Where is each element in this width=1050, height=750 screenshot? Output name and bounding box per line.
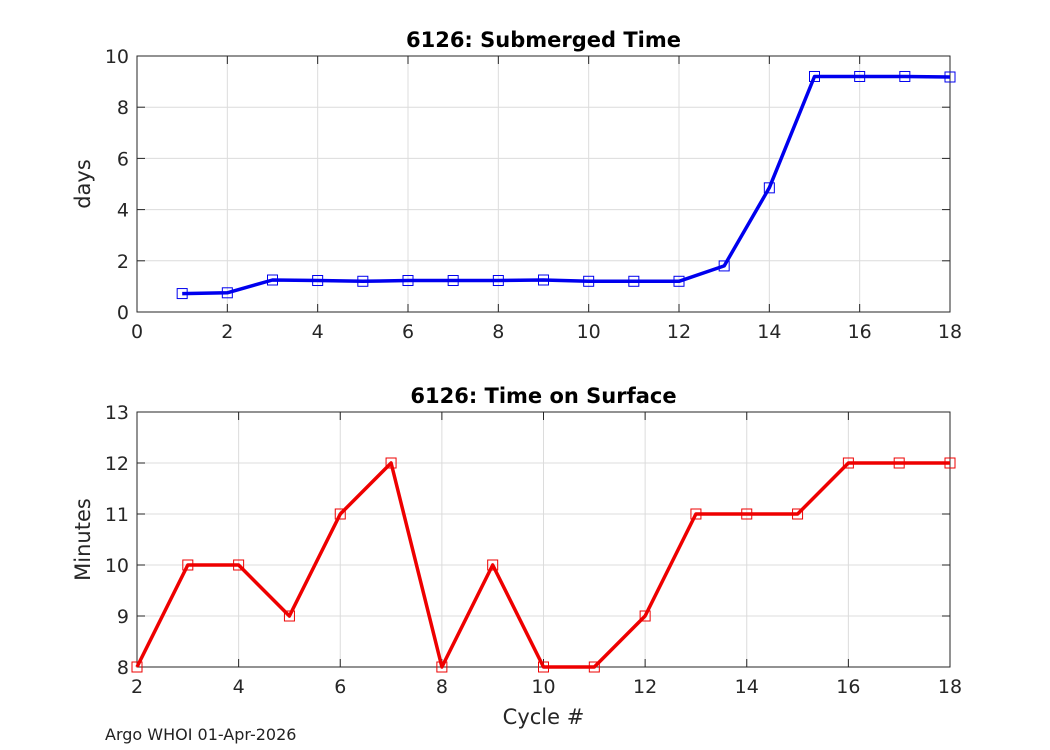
chart-title: 6126: Submerged Time [406, 28, 681, 52]
x-tick-label: 10 [531, 676, 555, 698]
chart-title: 6126: Time on Surface [410, 384, 676, 408]
x-tick-label: 10 [577, 321, 601, 343]
x-tick-label: 18 [938, 321, 962, 343]
y-tick-label: 8 [117, 657, 129, 679]
y-tick-label: 0 [117, 302, 129, 324]
x-tick-label: 16 [848, 321, 872, 343]
x-tick-label: 8 [436, 676, 448, 698]
x-tick-label: 6 [334, 676, 346, 698]
x-tick-label: 14 [757, 321, 781, 343]
data-point-marker [583, 275, 595, 287]
x-tick-label: 18 [938, 676, 962, 698]
data-point-marker [944, 71, 956, 83]
data-point-marker [402, 275, 414, 287]
data-point-marker [588, 661, 600, 673]
y-tick-label: 10 [105, 555, 129, 577]
axes-frame [136, 55, 951, 313]
x-tick-label: 16 [836, 676, 860, 698]
y-tick-label: 6 [117, 148, 129, 170]
plot-area [137, 56, 950, 312]
data-point-marker [538, 661, 549, 673]
y-tick-label: 13 [105, 402, 129, 424]
data-point-marker [893, 457, 905, 469]
data-point-marker [809, 70, 820, 82]
x-tick-label: 2 [221, 321, 233, 343]
data-point-marker [233, 559, 245, 571]
x-tick-label: 0 [131, 321, 143, 343]
data-point-marker [741, 508, 753, 520]
x-tick-label: 12 [633, 676, 657, 698]
data-point-marker [538, 274, 549, 286]
data-point-marker [492, 275, 504, 287]
y-tick-label: 4 [117, 200, 129, 222]
data-point-marker [447, 275, 459, 287]
x-tick-label: 4 [312, 321, 324, 343]
x-tick-label: 12 [667, 321, 691, 343]
footer-credit: Argo WHOI 01-Apr-2026 [105, 725, 297, 744]
data-point-marker [267, 274, 278, 286]
data-point-marker [357, 275, 369, 287]
data-point-marker [673, 275, 685, 287]
data-point-marker [792, 508, 804, 520]
data-point-marker [385, 457, 397, 469]
y-tick-label: 11 [105, 504, 129, 526]
data-point-marker [131, 661, 143, 673]
data-point-marker [334, 508, 346, 520]
data-point-marker [690, 508, 702, 520]
data-point-marker [283, 610, 295, 622]
data-point-marker [628, 275, 640, 287]
y-tick-label: 2 [117, 251, 129, 273]
data-point-marker [487, 559, 499, 571]
series-line [182, 74, 951, 296]
y-axis-label: days [71, 159, 95, 209]
y-tick-label: 8 [117, 97, 129, 119]
data-point-marker [718, 260, 730, 272]
x-tick-label: 6 [402, 321, 414, 343]
data-point-marker [899, 70, 911, 82]
x-tick-label: 14 [735, 676, 759, 698]
data-point-marker [842, 457, 854, 469]
chart-2: 2 4 6 8 10 12 14 16 18 8 9 10 11 12 13 6126: Time on Su… [71, 384, 962, 729]
data-point-marker [312, 275, 324, 287]
data-point-marker [176, 288, 188, 300]
y-tick-label: 9 [117, 606, 129, 628]
data-point-marker [944, 457, 956, 469]
y-axis-label: Minutes [71, 498, 95, 581]
series-line [135, 461, 950, 669]
x-tick-label: 4 [233, 676, 245, 698]
chart-1: 0 2 4 6 8 10 12 14 16 18 0 2 4 6 8 10 6126: Submerged Ti… [71, 28, 962, 343]
data-point-marker [763, 182, 775, 194]
data-point-marker [639, 610, 651, 622]
x-tick-label: 8 [492, 321, 504, 343]
y-tick-label: 12 [105, 453, 129, 475]
x-axis-label: Cycle # [503, 705, 585, 729]
data-point-marker [436, 661, 448, 673]
x-tick-label: 2 [131, 676, 143, 698]
data-point-marker [854, 70, 866, 82]
data-point-marker [182, 559, 194, 571]
data-point-marker [221, 287, 233, 299]
y-tick-label: 10 [105, 46, 129, 68]
